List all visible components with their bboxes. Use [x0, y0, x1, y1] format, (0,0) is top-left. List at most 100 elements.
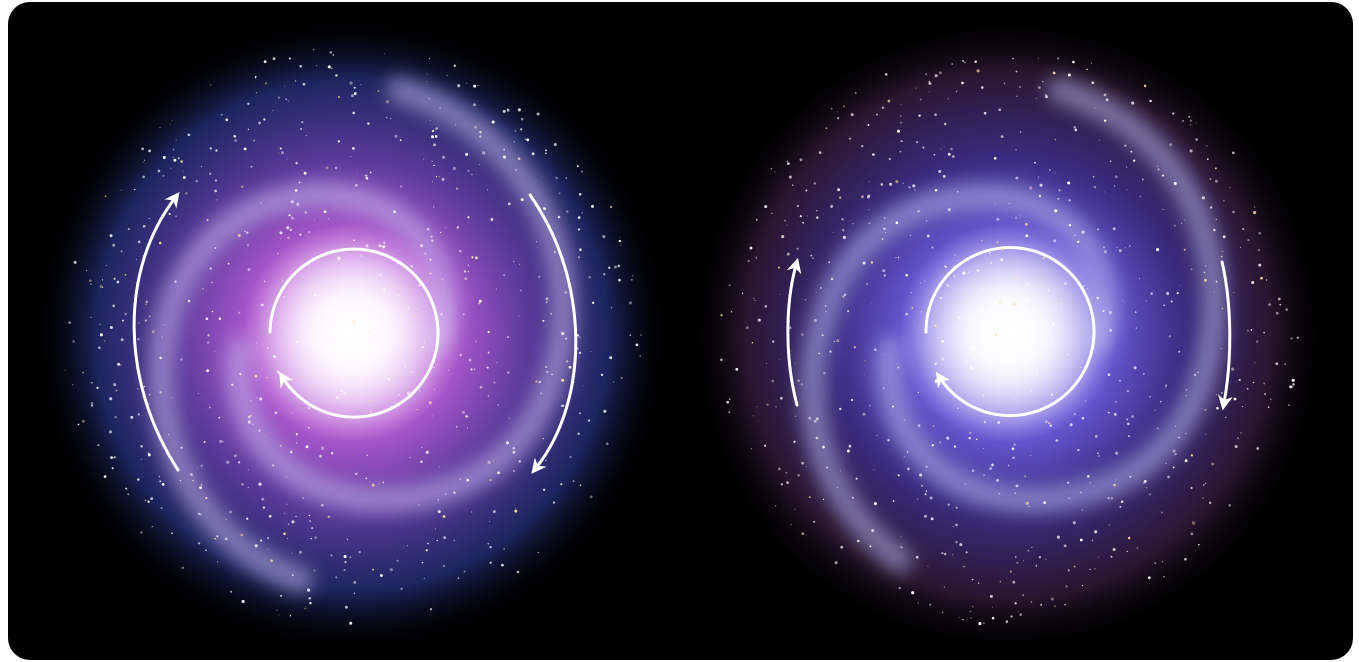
star — [148, 149, 152, 153]
star — [535, 380, 538, 383]
star — [951, 553, 954, 556]
star — [477, 84, 479, 86]
star — [247, 128, 249, 130]
star — [1265, 279, 1268, 281]
star — [349, 81, 353, 85]
star — [431, 415, 433, 417]
star — [571, 375, 573, 377]
star — [1015, 70, 1018, 73]
star — [1209, 178, 1212, 180]
star — [487, 395, 490, 397]
star — [1079, 366, 1082, 368]
star — [869, 405, 871, 407]
star — [158, 241, 162, 245]
star — [808, 496, 811, 499]
star — [247, 415, 251, 419]
star — [496, 361, 498, 364]
star — [1042, 80, 1044, 83]
star — [172, 148, 175, 151]
star — [147, 453, 151, 457]
star — [230, 590, 233, 593]
star — [102, 286, 104, 288]
star — [337, 96, 340, 99]
star — [379, 274, 382, 277]
star — [1015, 216, 1017, 219]
star — [456, 226, 460, 229]
star — [976, 269, 980, 272]
star — [1285, 308, 1288, 311]
star — [873, 469, 875, 471]
star — [82, 371, 84, 374]
star — [433, 143, 436, 147]
star — [542, 176, 543, 178]
star — [502, 155, 507, 159]
star — [561, 404, 565, 408]
star — [81, 420, 85, 423]
star — [179, 479, 182, 482]
star — [266, 377, 268, 379]
star — [1119, 505, 1122, 508]
star — [147, 500, 150, 503]
star — [947, 98, 949, 100]
star — [550, 313, 552, 315]
star — [897, 256, 900, 259]
star — [579, 412, 581, 415]
star — [900, 546, 903, 549]
star — [903, 456, 905, 458]
star — [396, 559, 399, 562]
star — [813, 182, 816, 185]
star — [211, 310, 214, 313]
star — [1129, 475, 1132, 478]
star — [413, 314, 417, 317]
star — [513, 470, 515, 472]
star — [298, 181, 301, 184]
star — [916, 498, 919, 500]
star — [1045, 95, 1048, 99]
star — [786, 162, 790, 165]
star — [864, 360, 866, 362]
star — [327, 65, 331, 69]
star — [421, 446, 423, 449]
star — [813, 318, 817, 322]
star — [938, 170, 942, 173]
star — [211, 281, 213, 284]
star — [841, 218, 844, 221]
star — [536, 241, 538, 243]
star — [443, 536, 446, 539]
star — [299, 550, 302, 554]
star — [304, 211, 308, 214]
star — [1003, 82, 1006, 85]
star — [289, 615, 292, 617]
star — [216, 535, 219, 538]
star — [565, 360, 569, 363]
star — [214, 247, 217, 249]
star — [109, 430, 112, 434]
star — [1156, 248, 1160, 252]
star — [824, 305, 827, 307]
star — [568, 365, 572, 369]
star — [896, 129, 901, 133]
star — [329, 51, 333, 54]
star — [507, 336, 509, 339]
star — [867, 194, 871, 198]
star — [396, 262, 399, 265]
star — [111, 467, 114, 470]
star — [957, 407, 959, 410]
star — [1173, 181, 1177, 186]
star — [945, 266, 947, 268]
star — [246, 517, 249, 520]
star — [1254, 206, 1256, 208]
star — [120, 364, 122, 366]
star — [889, 182, 893, 186]
star — [209, 84, 212, 86]
star — [438, 176, 440, 178]
star — [1184, 459, 1188, 463]
star — [122, 319, 124, 322]
star — [982, 394, 985, 397]
star — [1019, 214, 1021, 216]
star — [1027, 549, 1030, 552]
star — [954, 254, 956, 256]
star — [1104, 191, 1106, 193]
star — [356, 173, 358, 175]
star — [588, 276, 591, 279]
